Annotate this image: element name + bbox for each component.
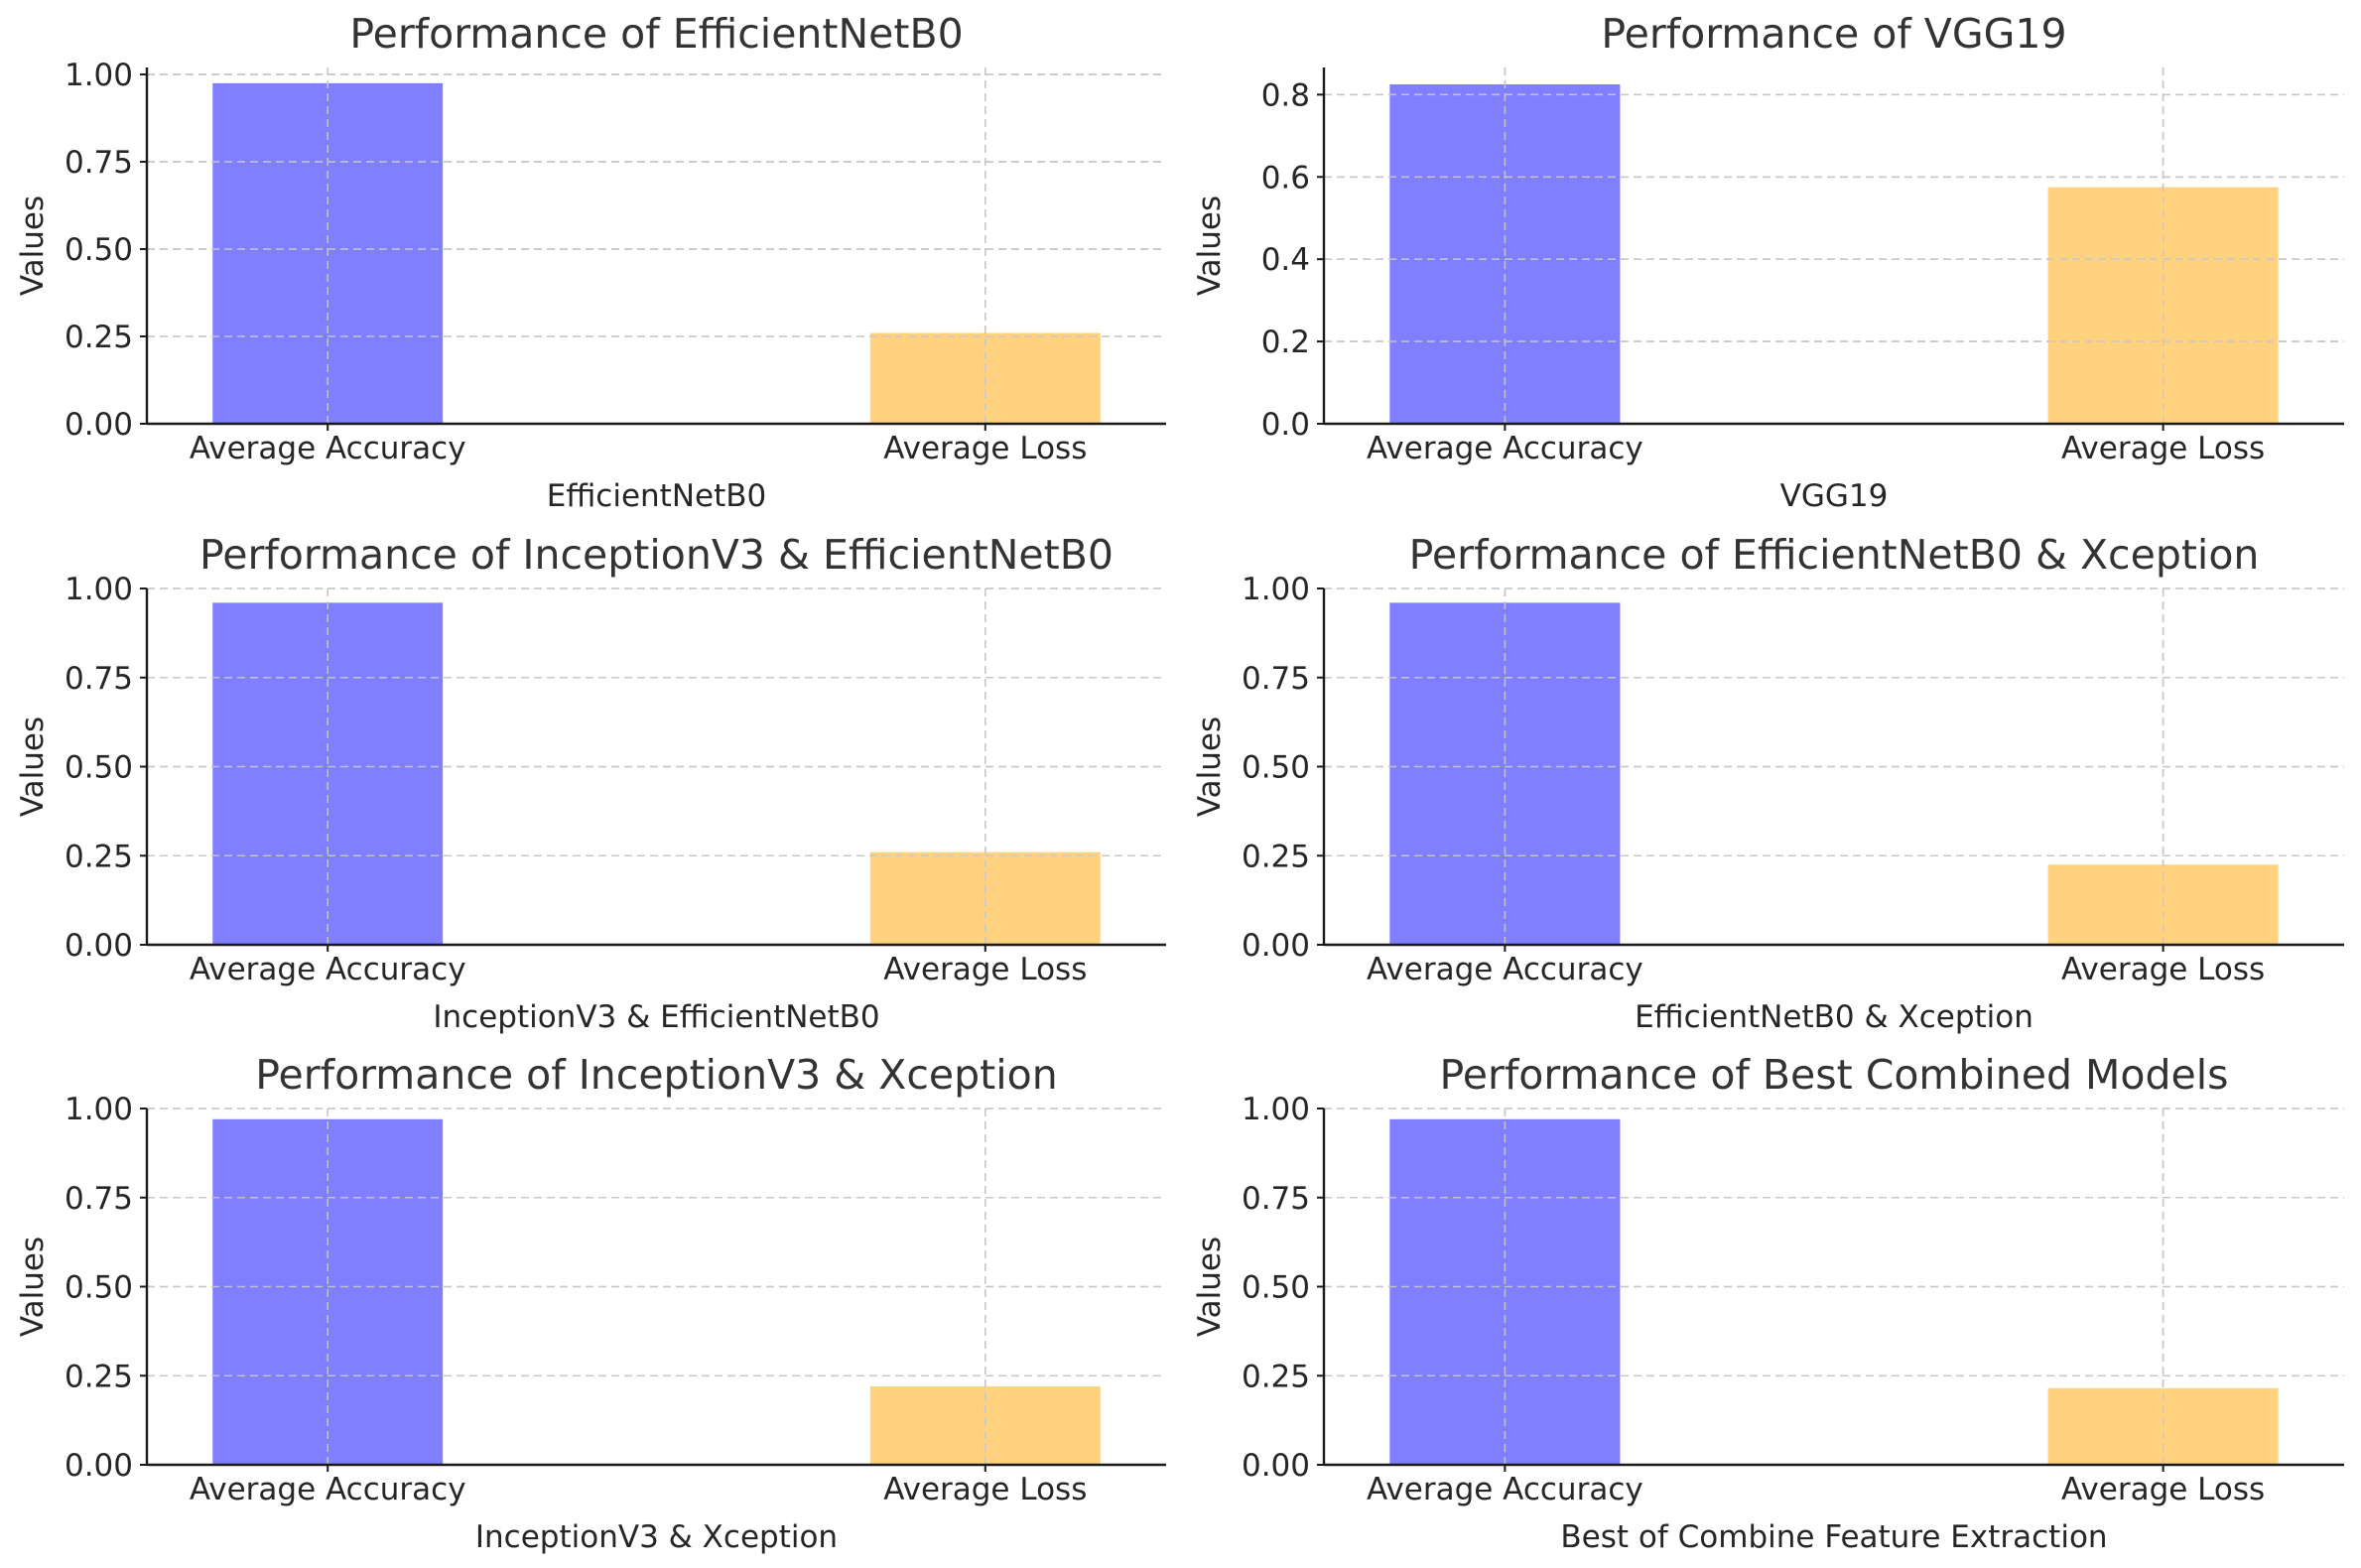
y-axis-label: Values	[1192, 1237, 1228, 1337]
chart-title: Performance of InceptionV3 & Xception	[255, 1051, 1057, 1099]
x-axis-label: InceptionV3 & EfficientNetB0	[433, 999, 879, 1035]
x-tick-label: Average Accuracy	[1367, 1472, 1643, 1507]
y-tick-label: 0.00	[65, 928, 133, 964]
y-tick-label: 0.50	[65, 750, 133, 786]
x-tick-label: Average Loss	[2061, 1472, 2265, 1507]
y-tick-label: 0.6	[1261, 160, 1310, 196]
y-tick-label: 0.8	[1261, 77, 1310, 113]
chart-panel-4: 0.00 0.25 0.50 0.75 1.00 Average Accuracy Aver…	[1192, 531, 2344, 1035]
y-tick-label: 1.00	[1242, 572, 1310, 607]
y-tick-label: 0.25	[65, 1359, 133, 1394]
y-tick-label: 0.75	[65, 145, 133, 181]
y-tick-label: 0.2	[1261, 325, 1310, 360]
x-tick-label: Average Accuracy	[1367, 952, 1643, 987]
y-tick-label: 1.00	[65, 572, 133, 607]
chart-panel-1: 0.00 0.25 0.50 0.75 1.00 Average Accuracy Aver…	[15, 10, 1166, 514]
chart-panel-3: 0.00 0.25 0.50 0.75 1.00 Average Accuracy Aver…	[15, 531, 1166, 1035]
x-tick-label: Average Accuracy	[190, 431, 466, 466]
x-axis-label: InceptionV3 & Xception	[475, 1519, 838, 1555]
y-tick-label: 0.50	[65, 232, 133, 268]
x-tick-label: Average Loss	[883, 431, 1087, 466]
x-tick-label: Average Loss	[883, 1472, 1087, 1507]
y-axis-label: Values	[15, 196, 51, 296]
chart-panel-2: 0.0 0.2 0.4 0.6 0.8 Average Accuracy Average L…	[1192, 10, 2344, 514]
y-tick-label: 0.75	[1242, 1181, 1310, 1217]
x-tick-label: Average Loss	[2061, 952, 2265, 987]
y-tick-label: 0.00	[1242, 928, 1310, 964]
y-tick-label: 0.75	[65, 661, 133, 697]
y-tick-label: 0.4	[1261, 242, 1310, 278]
x-tick-label: Average Loss	[2061, 431, 2265, 466]
y-tick-label: 1.00	[65, 58, 133, 93]
y-tick-label: 0.25	[65, 320, 133, 355]
chart-panel-6: 0.00 0.25 0.50 0.75 1.00 Average Accuracy Aver…	[1192, 1051, 2344, 1555]
y-tick-label: 1.00	[1242, 1092, 1310, 1127]
chart-title: Performance of InceptionV3 & EfficientNe…	[199, 531, 1114, 579]
y-tick-label: 0.50	[1242, 1270, 1310, 1306]
x-tick-label: Average Accuracy	[190, 1472, 466, 1507]
y-axis-label: Values	[1192, 717, 1228, 817]
chart-title: Performance of Best Combined Models	[1439, 1051, 2228, 1099]
y-tick-label: 0.25	[1242, 839, 1310, 874]
y-tick-label: 0.00	[65, 1448, 133, 1484]
y-tick-label: 0.00	[1242, 1448, 1310, 1484]
x-axis-label: EfficientNetB0	[547, 478, 767, 514]
y-tick-label: 1.00	[65, 1092, 133, 1127]
chart-title: Performance of EfficientNetB0	[349, 10, 963, 58]
y-tick-label: 0.75	[1242, 661, 1310, 697]
chart-title: Performance of EfficientNetB0 & Xception	[1409, 531, 2260, 579]
x-tick-label: Average Accuracy	[190, 952, 466, 987]
x-axis-label: VGG19	[1780, 478, 1889, 514]
x-axis-label: EfficientNetB0 & Xception	[1635, 999, 2033, 1035]
x-axis-label: Best of Combine Feature Extraction	[1560, 1519, 2107, 1555]
y-tick-label: 0.0	[1261, 407, 1310, 443]
x-tick-label: Average Loss	[883, 952, 1087, 987]
y-tick-label: 0.25	[65, 839, 133, 874]
y-axis-label: Values	[15, 717, 51, 817]
x-tick-label: Average Accuracy	[1367, 431, 1643, 466]
y-tick-label: 0.50	[1242, 750, 1310, 786]
y-tick-label: 0.00	[65, 407, 133, 443]
y-tick-label: 0.50	[65, 1270, 133, 1306]
bar-average-loss	[2047, 1387, 2279, 1465]
chart-title: Performance of VGG19	[1601, 10, 2066, 58]
y-tick-label: 0.25	[1242, 1359, 1310, 1394]
y-axis-label: Values	[1192, 196, 1228, 296]
y-axis-label: Values	[15, 1237, 51, 1337]
chart-panel-5: 0.00 0.25 0.50 0.75 1.00 Average Accuracy Aver…	[15, 1051, 1166, 1555]
y-tick-label: 0.75	[65, 1181, 133, 1217]
